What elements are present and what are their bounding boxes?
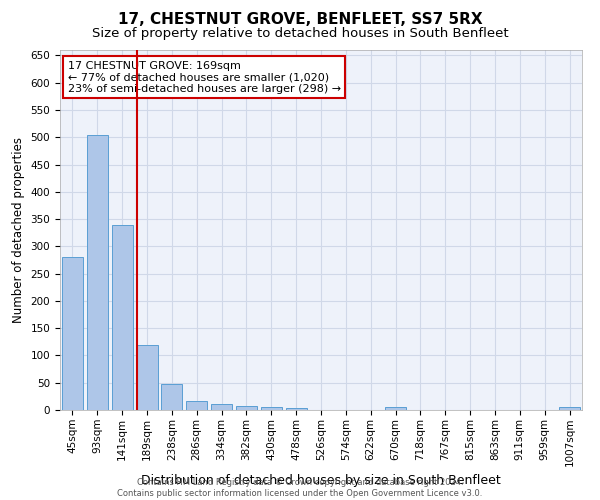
Bar <box>112 224 133 410</box>
Bar <box>286 408 307 410</box>
Bar <box>136 344 158 410</box>
Text: 17, CHESTNUT GROVE, BENFLEET, SS7 5RX: 17, CHESTNUT GROVE, BENFLEET, SS7 5RX <box>118 12 482 28</box>
Bar <box>87 134 108 410</box>
Text: Size of property relative to detached houses in South Benfleet: Size of property relative to detached ho… <box>92 28 508 40</box>
Bar <box>186 402 207 410</box>
Y-axis label: Number of detached properties: Number of detached properties <box>12 137 25 323</box>
Bar <box>161 384 182 410</box>
Bar <box>559 408 580 410</box>
Bar <box>62 258 83 410</box>
Bar <box>385 408 406 410</box>
Bar <box>261 408 282 410</box>
Bar <box>211 404 232 410</box>
Bar <box>236 406 257 410</box>
Text: 17 CHESTNUT GROVE: 169sqm
← 77% of detached houses are smaller (1,020)
23% of se: 17 CHESTNUT GROVE: 169sqm ← 77% of detac… <box>68 61 341 94</box>
X-axis label: Distribution of detached houses by size in South Benfleet: Distribution of detached houses by size … <box>141 474 501 488</box>
Text: Contains HM Land Registry data © Crown copyright and database right 2024.
Contai: Contains HM Land Registry data © Crown c… <box>118 478 482 498</box>
